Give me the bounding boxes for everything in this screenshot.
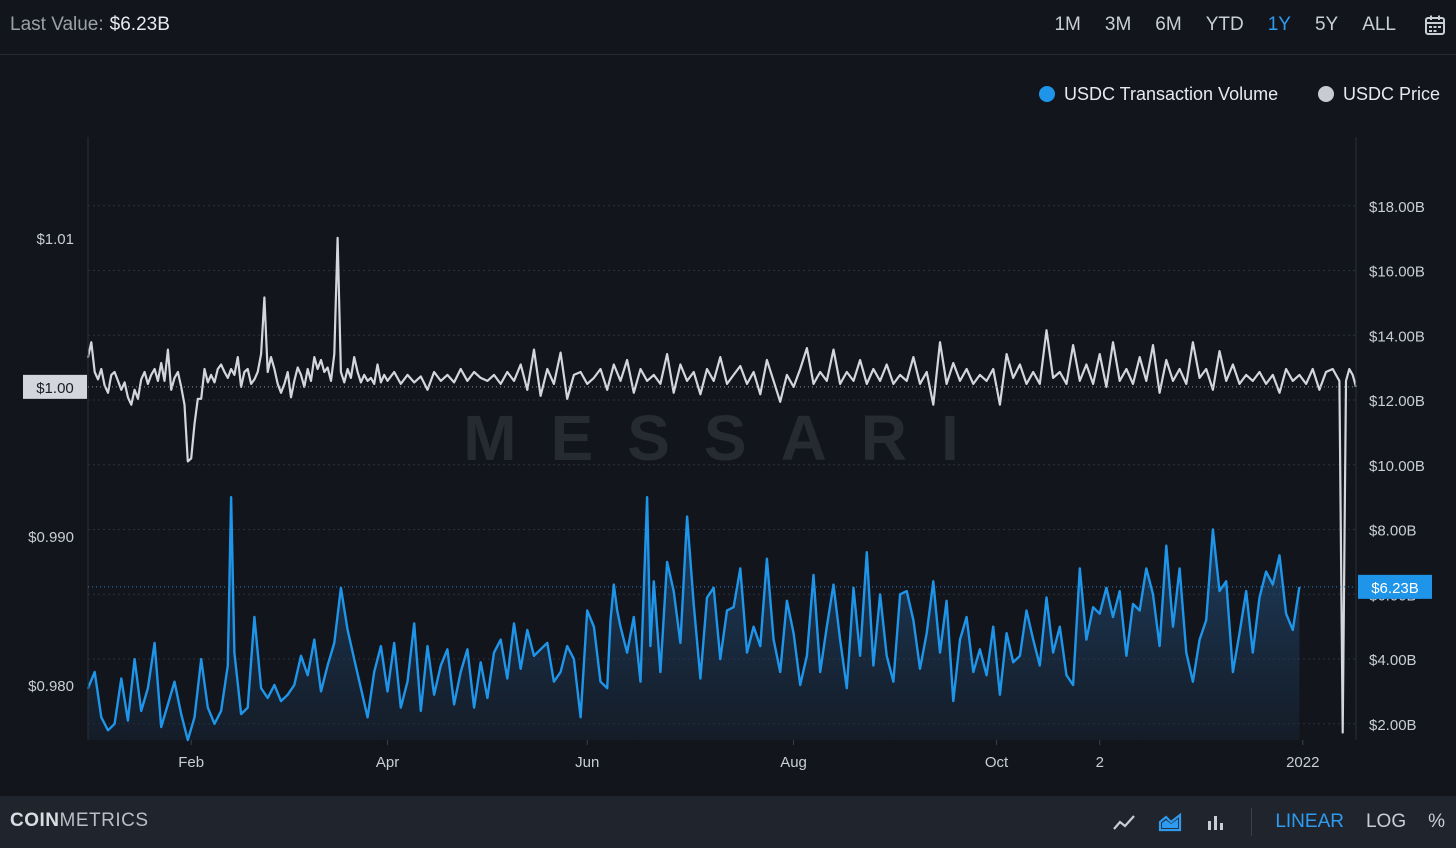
legend-volume-label[interactable]: USDC Transaction Volume — [1064, 84, 1278, 104]
price-series — [86, 236, 1358, 734]
volume-marker-box — [1358, 574, 1432, 599]
last-value-label: Last Value: — [10, 14, 104, 35]
left-tick-label: $0.990 — [28, 529, 74, 546]
scale-selector: LINEAR LOG% — [1264, 811, 1456, 833]
bar-chart-icon[interactable] — [1203, 809, 1229, 835]
legend-price-label[interactable]: USDC Price — [1343, 84, 1440, 104]
top-bar: Last Value: $6.23B 1M 3M 6M YTD 1Y 5Y ALL — [0, 0, 1456, 55]
axis-markers: $1.00 $6.23B — [23, 374, 1432, 599]
footer-bar: COINMETRICS LINEAR LOG% — [0, 796, 1456, 848]
x-tick-label: Feb — [178, 754, 204, 771]
last-value-amount: $6.23B — [109, 14, 170, 35]
price-line — [86, 236, 1358, 734]
brand-bold: COIN — [10, 810, 60, 831]
range-6m[interactable]: 6M — [1155, 14, 1182, 35]
right-tick-label: $16.00B — [1369, 264, 1425, 281]
x-tick-label: Aug — [780, 754, 807, 771]
legend-volume-swatch — [1039, 86, 1055, 102]
x-tick-label: Apr — [376, 754, 399, 771]
range-1y[interactable]: 1Y — [1267, 14, 1291, 35]
x-tick-label: 2 — [1096, 754, 1104, 771]
left-tick-label: $0.980 — [28, 678, 74, 695]
volume-marker-label: $6.23B — [1371, 580, 1419, 597]
time-range-selector: 1M 3M 6M YTD 1Y 5Y ALL — [1042, 14, 1408, 36]
last-value-readout: Last Value: $6.23B — [10, 14, 170, 36]
chart-controls: LINEAR LOG% — [1101, 796, 1456, 848]
range-ytd[interactable]: YTD — [1205, 14, 1244, 35]
brand-light: METRICS — [59, 810, 149, 831]
volume-area-fill — [88, 497, 1300, 740]
coinmetrics-logo: COINMETRICS — [10, 810, 149, 832]
calendar-icon[interactable] — [1424, 14, 1446, 36]
scale-linear[interactable]: LINEAR — [1275, 811, 1344, 832]
line-chart-icon[interactable] — [1111, 809, 1137, 835]
chart-area: USDC Transaction Volume USDC Price MESSA… — [0, 55, 1456, 795]
range-all[interactable]: ALL — [1362, 14, 1396, 35]
watermark: MESSARI — [463, 402, 993, 474]
x-tick-label: 2022 — [1286, 754, 1319, 771]
range-5y[interactable]: 5Y — [1314, 14, 1339, 35]
controls-divider — [1251, 808, 1253, 836]
scale-log[interactable]: LOG — [1365, 811, 1407, 832]
area-chart-icon[interactable] — [1157, 809, 1183, 835]
range-3m[interactable]: 3M — [1104, 14, 1132, 35]
left-tick-label: $1.01 — [36, 231, 74, 248]
right-tick-label: $14.00B — [1369, 328, 1425, 345]
price-marker-box — [23, 374, 87, 399]
right-tick-label: $18.00B — [1369, 199, 1425, 216]
right-tick-label: $4.00B — [1369, 652, 1417, 669]
x-tick-label: Jun — [575, 754, 599, 771]
chart-legend: USDC Transaction Volume USDC Price — [1039, 84, 1440, 104]
scale-percent[interactable]: % — [1428, 811, 1445, 832]
legend-price-swatch — [1318, 86, 1334, 102]
right-tick-label: $2.00B — [1369, 717, 1417, 734]
volume-series — [86, 496, 1301, 742]
right-tick-label: $8.00B — [1369, 523, 1417, 540]
right-tick-label: $10.00B — [1369, 458, 1425, 475]
x-tick-label: Oct — [985, 754, 1009, 771]
range-1m[interactable]: 1M — [1054, 14, 1081, 35]
price-marker-label: $1.00 — [36, 380, 74, 397]
right-tick-label: $12.00B — [1369, 393, 1425, 410]
volume-line — [86, 496, 1301, 742]
chart-canvas[interactable]: USDC Transaction Volume USDC Price MESSA… — [0, 55, 1456, 795]
